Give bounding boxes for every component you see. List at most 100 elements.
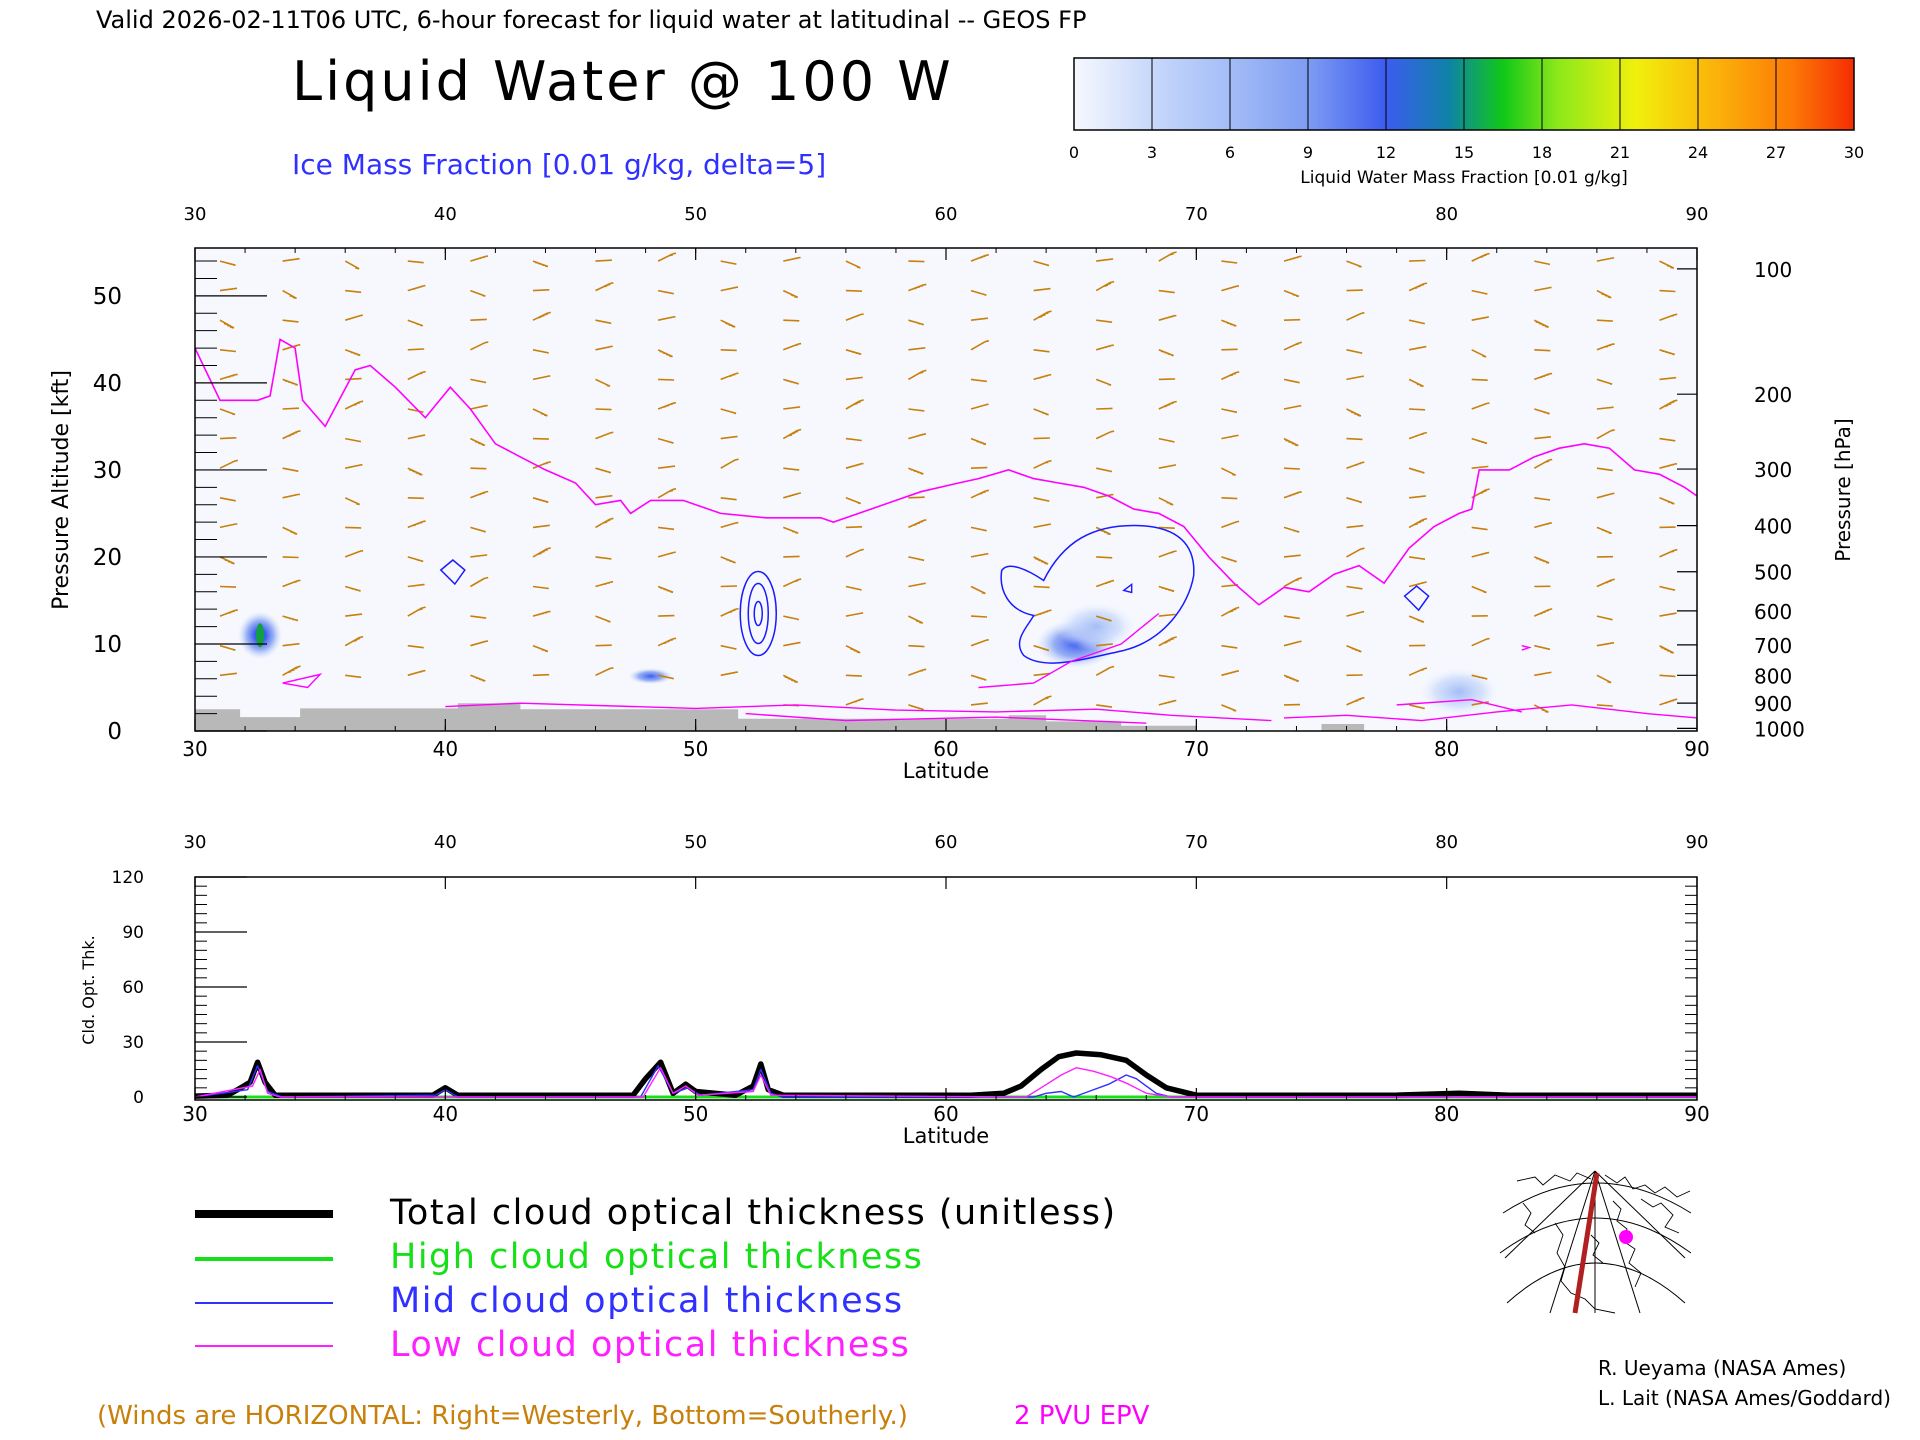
x-top-tick-label: 70 [1185, 832, 1208, 853]
wind-barb [1095, 615, 1112, 622]
locator-map [1495, 1163, 1695, 1315]
y-right-tick-label: 600 [1754, 600, 1792, 624]
wind-barb [1408, 431, 1428, 440]
subtitle: Ice Mass Fraction [0.01 g/kg, delta=5] [292, 148, 826, 181]
wind-barb [783, 492, 802, 499]
wind-barb [1095, 665, 1115, 676]
wind-barb [720, 497, 737, 501]
colorbar-ticks: 0 3 6 9 12 15 18 21 24 27 30 [1069, 58, 1864, 162]
y-tick-label: 90 [122, 923, 144, 943]
wind-barb [1346, 547, 1365, 558]
pvu-fragment [745, 712, 1147, 724]
wind-barb [783, 342, 802, 351]
wind-barb [469, 576, 489, 588]
wind-barb [1408, 378, 1424, 388]
wind-barb [1596, 526, 1613, 535]
wind-barb [1408, 467, 1425, 474]
wind-barb [1659, 376, 1677, 381]
wind-barb [1471, 585, 1487, 594]
colorbar-tick-label: 6 [1225, 143, 1235, 162]
wind-barb [1221, 260, 1238, 264]
wind-barb [532, 408, 548, 417]
wind-barb [470, 467, 487, 470]
wind-barb [532, 289, 550, 292]
wind-barb [1471, 316, 1490, 321]
wind-barb [470, 674, 486, 682]
wind-barb [345, 613, 363, 617]
wind-barb [658, 465, 675, 469]
wind-barb [720, 435, 738, 440]
wind-barb [282, 467, 299, 472]
wind-barb [1659, 260, 1675, 269]
wind-barb [1033, 609, 1052, 617]
x-bottom-tick-label: 40 [433, 737, 458, 761]
wind-barb [407, 260, 424, 264]
wind-barb [657, 289, 674, 295]
wind-barb [1033, 523, 1051, 529]
wind-barb [970, 289, 987, 296]
wind-barb [407, 467, 423, 476]
wind-barb [1283, 491, 1302, 499]
meridian [1594, 1170, 1686, 1259]
wind-barb [219, 523, 238, 529]
wind-barb [1408, 517, 1428, 529]
wind-barb [1346, 524, 1364, 529]
ice-contour [1403, 585, 1430, 612]
legend-label-mid: Mid cloud optical thickness [390, 1281, 904, 1321]
wind-barb [1346, 260, 1362, 268]
wind-barb [1096, 556, 1113, 559]
wind-barb [1471, 674, 1488, 680]
wind-barb [970, 674, 987, 681]
wind-barb [845, 462, 864, 469]
wind-barb [1346, 585, 1363, 590]
wind-barb [783, 526, 799, 534]
wind-barb [1033, 310, 1052, 321]
wind-barb [720, 319, 736, 328]
wind-barb [1346, 408, 1362, 417]
wind-barb [657, 315, 676, 321]
wind-barb [1033, 556, 1049, 565]
x-bottom-tick-label: 30 [182, 737, 207, 761]
colorbar-tick-label: 18 [1532, 143, 1552, 162]
wind-barb [532, 585, 549, 590]
wind-barb [282, 289, 297, 300]
wind-barb [1533, 458, 1553, 469]
wind-barb [1659, 698, 1678, 706]
wind-barb [1283, 577, 1302, 588]
wind-barb [845, 399, 864, 410]
wind-barb [344, 400, 364, 410]
ice-contours [439, 524, 1430, 664]
section-track [1572, 1172, 1600, 1314]
wind-barb [1221, 371, 1240, 381]
wind-barb [282, 526, 298, 535]
wind-barb [407, 319, 424, 327]
wind-barb [1533, 319, 1550, 328]
y-tick-label: 30 [122, 1033, 144, 1053]
wind-barb [219, 373, 238, 381]
wind-barb [1659, 289, 1676, 293]
wind-barb [782, 578, 802, 588]
wind-barb [845, 674, 862, 677]
wind-barb [407, 434, 426, 440]
wind-barb [720, 521, 739, 529]
wind-barb [783, 406, 801, 410]
colorbar-tick-label: 30 [1844, 143, 1864, 162]
wind-barb [1158, 613, 1176, 617]
wind-barb [1596, 378, 1613, 385]
colorbar-tick-label: 9 [1303, 143, 1313, 162]
wind-barb [908, 319, 925, 326]
wind-barb [407, 606, 426, 617]
wind-barb [1096, 258, 1114, 262]
wind-barb [1596, 615, 1613, 621]
wind-barb [1346, 461, 1365, 469]
wind-barb [783, 378, 799, 385]
wind-barb [1221, 285, 1240, 292]
wind-barb [470, 526, 486, 533]
wind-barb [845, 612, 864, 617]
x-top-tick-label: 90 [1686, 204, 1709, 225]
wind-barb [1533, 704, 1549, 713]
wind-barb [1221, 319, 1237, 327]
wind-barb [970, 437, 987, 446]
